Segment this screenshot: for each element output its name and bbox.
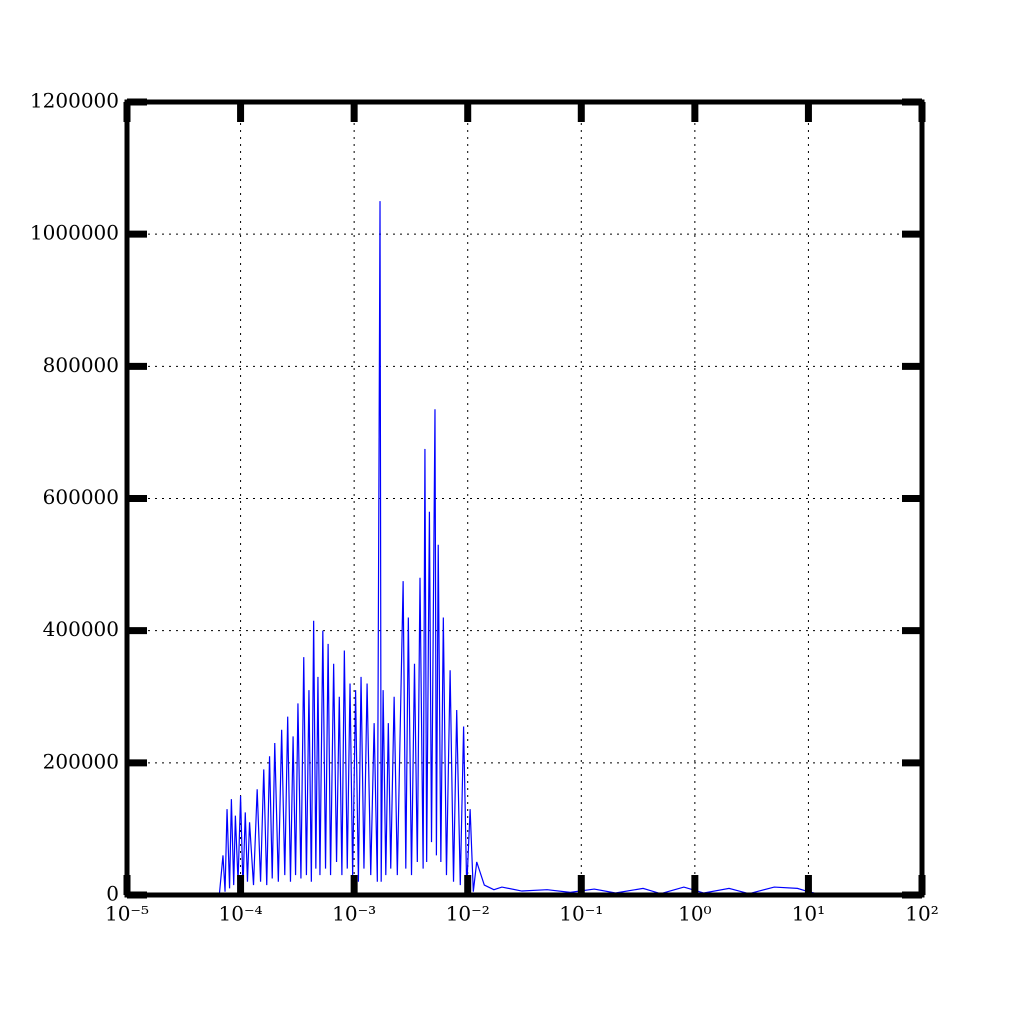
x-tick-label: 10⁻¹ — [559, 902, 603, 926]
data-line — [218, 201, 818, 896]
plot — [126, 101, 923, 896]
x-tick-label: 10⁻² — [446, 902, 490, 926]
x-tick-label: 10⁻⁵ — [105, 902, 149, 926]
y-tick-label: 200000 — [43, 749, 119, 773]
x-tick-label: 10⁻⁴ — [219, 902, 263, 926]
x-tick-label: 10² — [905, 902, 938, 926]
y-tick-label: 1000000 — [30, 221, 119, 245]
y-tick-label: 800000 — [43, 353, 119, 377]
y-tick-label: 600000 — [43, 485, 119, 509]
x-tick-label: 10⁰ — [678, 902, 711, 926]
y-tick-label: 0 — [106, 882, 119, 906]
x-tick-label: 10¹ — [792, 902, 825, 926]
y-tick-label: 1200000 — [30, 89, 119, 113]
x-tick-label: 10⁻³ — [332, 902, 376, 926]
y-tick-label: 400000 — [43, 617, 119, 641]
